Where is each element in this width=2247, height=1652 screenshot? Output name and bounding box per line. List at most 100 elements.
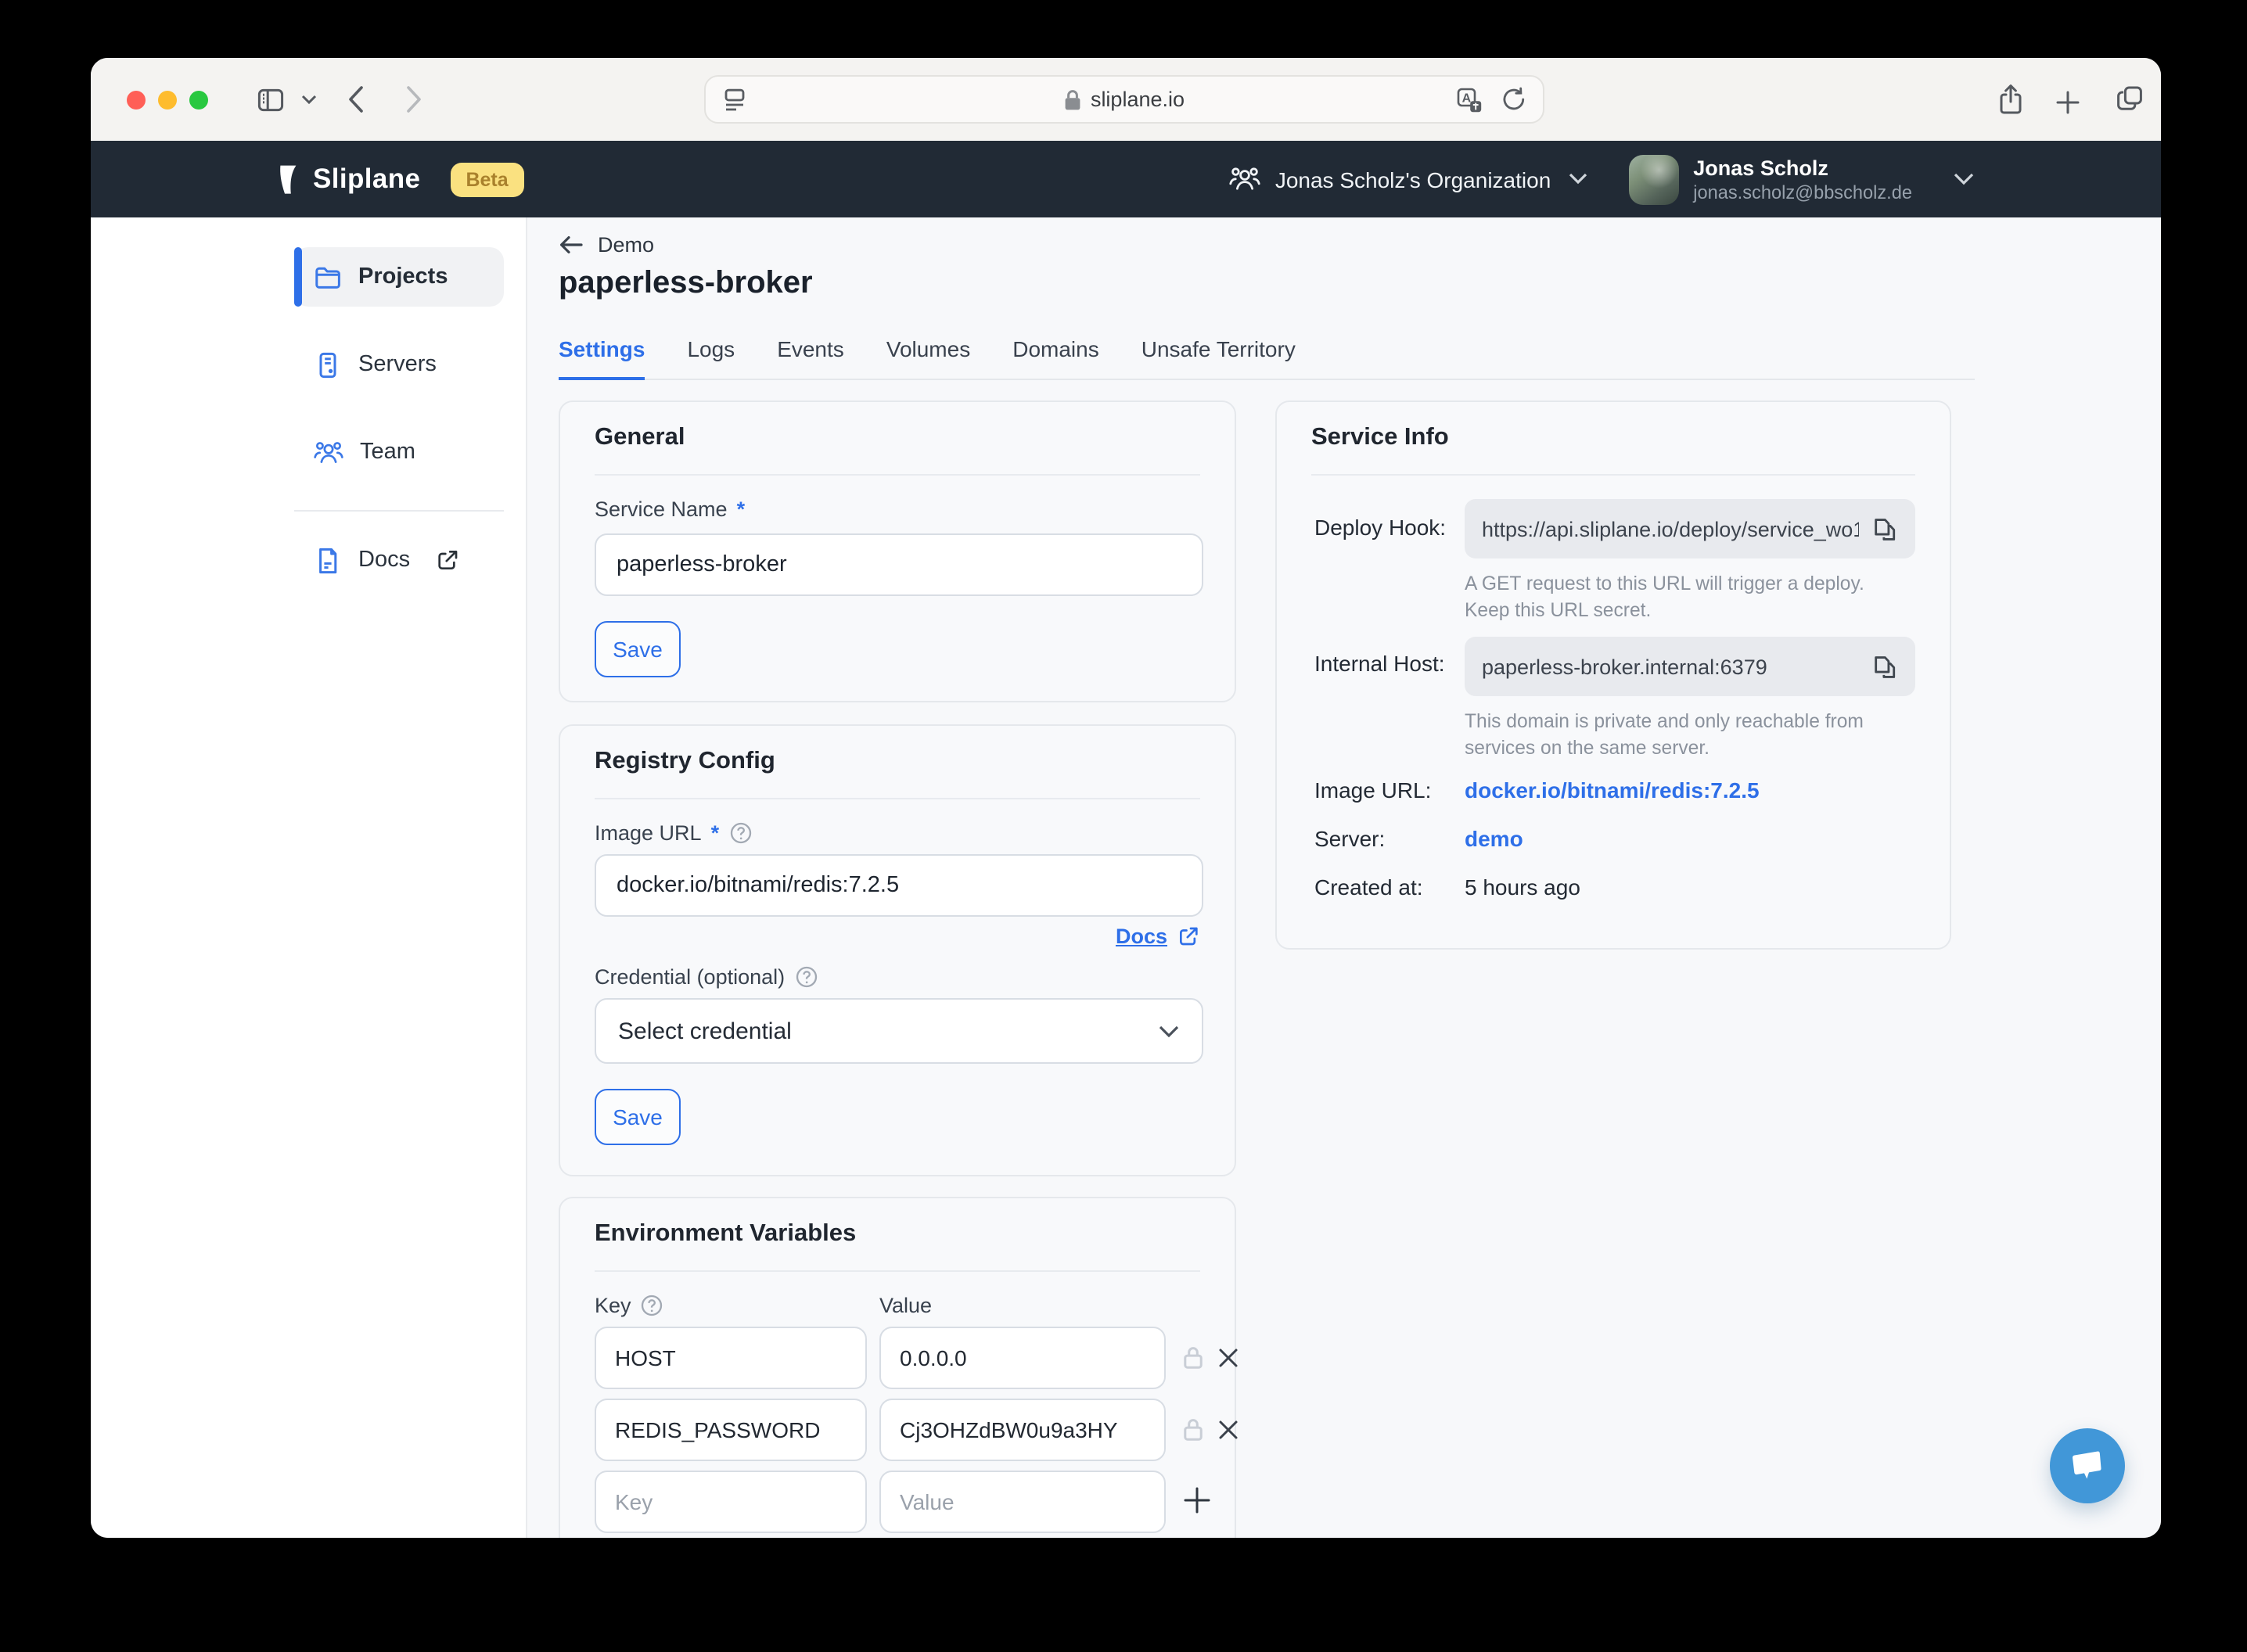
traffic-lights [127, 91, 208, 110]
service-name-input[interactable] [595, 533, 1203, 596]
env-value-input[interactable] [879, 1399, 1166, 1461]
general-heading: General [595, 424, 685, 451]
internal-host-value-box: paperless-broker.internal:6379 [1465, 637, 1915, 696]
tls-lock-icon [1064, 88, 1081, 110]
env-key-input[interactable] [595, 1327, 867, 1389]
copy-icon[interactable] [1871, 515, 1898, 542]
tab-logs[interactable]: Logs [687, 336, 735, 361]
team-icon [313, 437, 344, 467]
env-new-key-input[interactable] [595, 1471, 867, 1533]
browser-window: sliplane.io A [91, 58, 2161, 1538]
service-info-heading: Service Info [1311, 424, 1449, 451]
server-row-label: Server: [1314, 826, 1386, 851]
new-tab-icon[interactable] [2056, 91, 2080, 114]
toolbar-chevron-down-icon[interactable] [300, 94, 318, 106]
remove-row-icon[interactable] [1217, 1419, 1239, 1441]
sidebar: Projects Servers [91, 217, 527, 1538]
app-navbar: Sliplane Beta Jonas S [91, 141, 2161, 217]
internal-host-help: This domain is private and only reachabl… [1465, 710, 1864, 759]
reload-icon[interactable] [1501, 85, 1527, 113]
server-link[interactable]: demo [1465, 826, 1523, 851]
organization-chevron-down-icon [1568, 172, 1588, 186]
svg-text:A: A [1462, 91, 1472, 104]
breadcrumb-label[interactable]: Demo [598, 233, 655, 257]
tab-overview-icon[interactable] [2114, 83, 2145, 114]
registry-heading: Registry Config [595, 748, 775, 774]
avatar [1629, 154, 1680, 204]
save-button[interactable]: Save [595, 621, 681, 677]
required-marker: * [736, 497, 746, 521]
sliplane-logo[interactable]: Sliplane Beta [274, 162, 524, 196]
breadcrumb[interactable]: Demo [559, 233, 654, 257]
help-icon[interactable] [641, 1294, 664, 1317]
created-at-value: 5 hours ago [1465, 874, 1580, 900]
reader-view-icon[interactable] [721, 86, 748, 113]
close-window-button[interactable] [127, 91, 146, 110]
folder-icon [313, 262, 343, 292]
address-bar[interactable]: sliplane.io A [704, 75, 1544, 124]
server-icon [313, 350, 343, 379]
credential-label: Credential (optional) [595, 965, 818, 989]
external-link-icon [435, 548, 460, 573]
sidebar-divider [294, 510, 504, 512]
user-email: jonas.scholz@bbscholz.de [1693, 181, 1912, 204]
forward-icon[interactable] [405, 84, 422, 114]
divider [595, 798, 1200, 799]
divider [595, 474, 1200, 476]
organization-switcher[interactable]: Jonas Scholz's Organization [1228, 164, 1588, 194]
tab-events[interactable]: Events [777, 336, 844, 361]
env-key-label: Key [595, 1294, 664, 1317]
back-arrow-icon[interactable] [559, 235, 584, 255]
tab-volumes[interactable]: Volumes [886, 336, 971, 361]
help-icon[interactable] [728, 821, 752, 845]
zoom-window-button[interactable] [189, 91, 208, 110]
sidebar-item-projects[interactable]: Projects [294, 247, 504, 307]
sidebar-item-label: Servers [358, 352, 437, 377]
save-button[interactable]: Save [595, 1089, 681, 1145]
credential-select[interactable]: Select credential [595, 998, 1203, 1064]
organization-icon [1228, 164, 1261, 194]
env-key-input[interactable] [595, 1399, 867, 1461]
sidebar-toggle-icon[interactable] [255, 84, 286, 116]
created-at-label: Created at: [1314, 874, 1423, 900]
env-new-value-input[interactable] [879, 1471, 1166, 1533]
user-menu[interactable]: Jonas Scholz jonas.scholz@bbscholz.de [1629, 154, 1912, 204]
image-url-input[interactable] [595, 854, 1203, 917]
env-value-label: Value [879, 1294, 933, 1317]
help-icon[interactable] [794, 965, 818, 989]
tab-bar: Settings Logs Events Volumes Domains Uns… [559, 336, 1975, 380]
copy-icon[interactable] [1871, 653, 1898, 680]
url-domain: sliplane.io [1090, 88, 1185, 111]
deploy-hook-value-box: https://api.sliplane.io/deploy/service_w… [1465, 499, 1915, 558]
add-row-icon[interactable] [1183, 1486, 1211, 1514]
sidebar-item-servers[interactable]: Servers [294, 335, 504, 394]
minimize-window-button[interactable] [158, 91, 177, 110]
organization-name: Jonas Scholz's Organization [1274, 167, 1551, 192]
registry-docs-link[interactable]: Docs [1116, 925, 1200, 948]
remove-row-icon[interactable] [1217, 1347, 1239, 1369]
image-url-label: Image URL * [595, 821, 752, 845]
sidebar-item-docs[interactable]: Docs [294, 530, 504, 590]
sidebar-item-label: Docs [358, 548, 411, 573]
tab-settings[interactable]: Settings [559, 336, 645, 380]
lock-icon[interactable] [1180, 1344, 1206, 1370]
image-url-link[interactable]: docker.io/bitnami/redis:7.2.5 [1465, 778, 1760, 803]
chat-widget-button[interactable] [2050, 1428, 2125, 1503]
document-icon [313, 545, 343, 575]
share-icon[interactable] [1997, 83, 2025, 116]
back-icon[interactable] [347, 84, 365, 114]
translate-icon[interactable]: A [1455, 85, 1483, 113]
internal-host-label: Internal Host: [1314, 651, 1445, 676]
tab-unsafe-territory[interactable]: Unsafe Territory [1141, 336, 1296, 361]
sidebar-item-label: Team [360, 440, 415, 465]
user-menu-chevron-down-icon[interactable] [1953, 172, 1975, 186]
tab-domains[interactable]: Domains [1012, 336, 1099, 361]
required-marker: * [710, 821, 720, 845]
lock-icon[interactable] [1180, 1416, 1206, 1442]
credential-select-value: Select credential [618, 1018, 792, 1044]
environment-variables-card: Environment Variables Key [559, 1197, 1239, 1538]
env-value-input[interactable] [879, 1327, 1166, 1389]
main-content: Demo paperless-broker Settings Logs Even… [527, 217, 2161, 1538]
sidebar-item-team[interactable]: Team [294, 422, 504, 482]
